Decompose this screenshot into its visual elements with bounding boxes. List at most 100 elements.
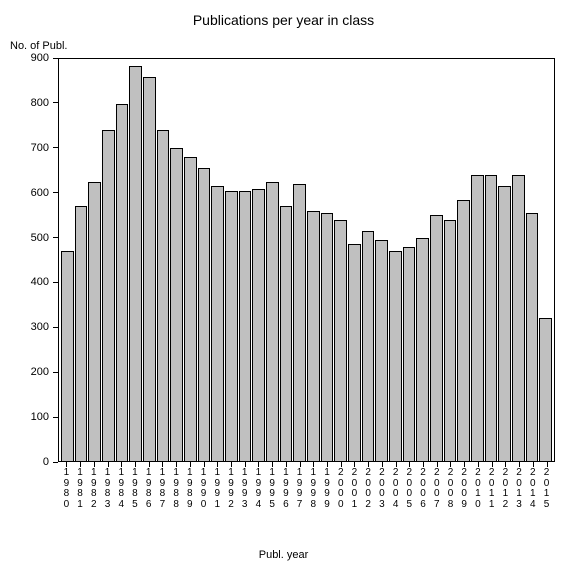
x-tick: 1984 [115, 462, 128, 522]
x-tick-label: 1984 [116, 468, 126, 510]
x-tick-label: 2013 [514, 468, 524, 510]
y-tick-mark [53, 372, 58, 373]
x-tick: 1998 [307, 462, 320, 522]
bar [307, 211, 320, 461]
y-tick-mark [53, 192, 58, 193]
x-tick: 1993 [238, 462, 251, 522]
bar [75, 206, 88, 461]
y-tick-label: 700 [23, 142, 49, 154]
bar [88, 182, 101, 461]
x-tick-label: 2015 [542, 468, 552, 510]
y-tick: 100 [23, 411, 58, 423]
x-tick-label: 1999 [322, 468, 332, 510]
y-tick-mark [53, 327, 58, 328]
x-tick: 2003 [376, 462, 389, 522]
x-tick-label: 2010 [473, 468, 483, 510]
x-tick-label: 1989 [185, 468, 195, 510]
bar [102, 130, 115, 461]
y-tick: 900 [23, 52, 58, 64]
x-tick-label: 2009 [459, 468, 469, 510]
x-tick-label: 2002 [363, 468, 373, 510]
x-tick: 1980 [60, 462, 73, 522]
x-tick: 1994 [252, 462, 265, 522]
bar [252, 189, 265, 461]
x-tick-label: 2005 [404, 468, 414, 510]
y-tick-mark [53, 237, 58, 238]
y-tick-label: 300 [23, 321, 49, 333]
x-tick: 2009 [458, 462, 471, 522]
bar [61, 251, 74, 461]
bar [348, 244, 361, 461]
x-tick-label: 2012 [500, 468, 510, 510]
y-tick: 600 [23, 187, 58, 199]
chart-title: Publications per year in class [0, 12, 567, 28]
bar [512, 175, 525, 461]
bar [444, 220, 457, 461]
x-tick-label: 1985 [130, 468, 140, 510]
bar [184, 157, 197, 461]
x-tick-label: 1988 [171, 468, 181, 510]
x-tick: 1997 [293, 462, 306, 522]
x-tick: 1987 [156, 462, 169, 522]
bar [471, 175, 484, 461]
y-axis-label: No. of Publ. [10, 40, 67, 52]
x-tick: 2004 [389, 462, 402, 522]
x-tick: 1982 [87, 462, 100, 522]
bar [526, 213, 539, 461]
x-axis-label: Publ. year [0, 549, 567, 561]
x-tick-label: 1982 [89, 468, 99, 510]
x-tick-label: 2011 [487, 468, 497, 510]
x-tick-label: 1991 [212, 468, 222, 510]
x-tick: 2002 [362, 462, 375, 522]
bar [403, 247, 416, 461]
y-tick: 800 [23, 97, 58, 109]
bar [321, 213, 334, 461]
x-tick-label: 2008 [445, 468, 455, 510]
x-tick: 1992 [225, 462, 238, 522]
x-tick: 1983 [101, 462, 114, 522]
x-tick: 1989 [183, 462, 196, 522]
x-tick-label: 1998 [308, 468, 318, 510]
y-tick: 700 [23, 142, 58, 154]
x-tick: 1990 [197, 462, 210, 522]
x-tick: 2000 [334, 462, 347, 522]
x-tick: 2005 [403, 462, 416, 522]
bar [143, 77, 156, 461]
bar [430, 215, 443, 461]
x-tick: 2015 [540, 462, 553, 522]
y-tick-label: 500 [23, 232, 49, 244]
y-tick-label: 100 [23, 411, 49, 423]
bar [157, 130, 170, 461]
y-tick: 400 [23, 276, 58, 288]
x-tick: 1985 [129, 462, 142, 522]
x-tick-label: 1981 [75, 468, 85, 510]
bar [198, 168, 211, 461]
y-tick-label: 900 [23, 52, 49, 64]
y-tick-mark [53, 282, 58, 283]
bar [280, 206, 293, 461]
x-tick-label: 1995 [267, 468, 277, 510]
y-tick: 300 [23, 321, 58, 333]
x-tick-label: 1994 [253, 468, 263, 510]
y-tick-label: 600 [23, 187, 49, 199]
bars-container [59, 59, 554, 461]
bar [170, 148, 183, 461]
y-tick: 500 [23, 232, 58, 244]
x-tick: 2014 [526, 462, 539, 522]
x-tick-label: 1997 [295, 468, 305, 510]
x-tick: 2008 [444, 462, 457, 522]
y-tick-mark [53, 102, 58, 103]
bar [211, 186, 224, 461]
y-tick-label: 200 [23, 366, 49, 378]
y-tick-label: 0 [23, 456, 49, 468]
bar [129, 66, 142, 461]
x-tick: 1988 [170, 462, 183, 522]
x-tick-label: 2004 [391, 468, 401, 510]
x-tick: 2006 [417, 462, 430, 522]
x-tick-label: 2007 [432, 468, 442, 510]
bar [416, 238, 429, 461]
bar [293, 184, 306, 461]
plot-area [58, 58, 555, 462]
x-tick: 1981 [74, 462, 87, 522]
x-tick-label: 1983 [103, 468, 113, 510]
